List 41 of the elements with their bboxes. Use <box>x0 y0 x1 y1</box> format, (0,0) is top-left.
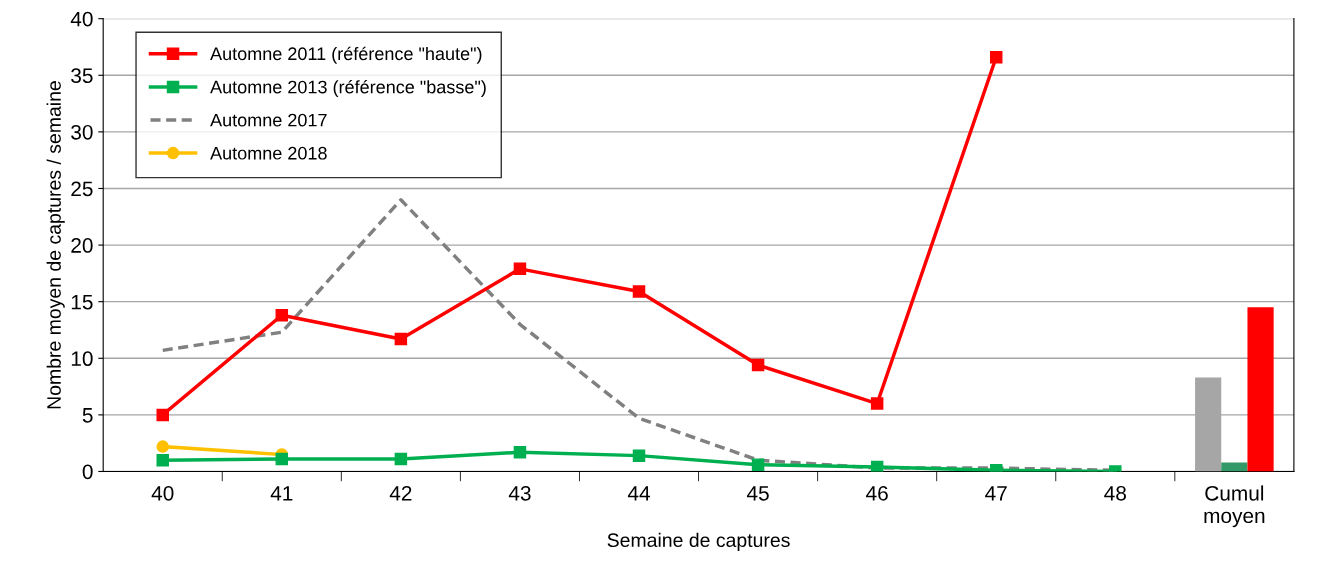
point <box>156 453 169 467</box>
y-tick-label: 15 <box>71 294 93 310</box>
point <box>632 449 646 462</box>
y-axis-title: Nombre moyen de captures / semaine <box>46 81 65 409</box>
point <box>394 332 408 346</box>
point <box>156 408 169 422</box>
y-tick-label: 25 <box>71 181 93 197</box>
point <box>870 460 884 472</box>
legend-label: Automne 2017 <box>210 113 327 127</box>
point <box>275 309 289 322</box>
x-tick-label: 48 <box>1104 485 1126 501</box>
y-tick-label: 30 <box>71 124 93 140</box>
y-tick-label: 10 <box>71 351 93 367</box>
point <box>632 285 646 298</box>
x-tick-label: 44 <box>627 486 650 501</box>
point <box>751 358 765 372</box>
y-tick-label: 5 <box>82 408 93 423</box>
y-tick-label: 40 <box>70 11 93 27</box>
y-tick-label: 20 <box>71 238 93 253</box>
x-tick-label: Cumul moyen <box>1204 485 1265 528</box>
legend-label: Automne 2013 (référence "basse") <box>210 79 486 97</box>
x-axis-title: Semaine de captures <box>607 532 790 551</box>
point <box>275 452 289 466</box>
legend-label: Automne 2018 <box>210 146 327 160</box>
point <box>513 262 527 276</box>
x-tick-label: 40 <box>151 485 174 501</box>
y-tick-label: 35 <box>71 68 93 84</box>
x-tick-label: 45 <box>746 486 769 501</box>
x-tick-label: 42 <box>389 485 412 501</box>
point <box>394 452 408 466</box>
x-tick-label: 47 <box>985 486 1007 501</box>
x-tick-label: 46 <box>866 485 888 501</box>
y-tick-label: 0 <box>82 464 93 480</box>
legend-label: Automne 2011 (référence "haute") <box>210 46 482 64</box>
x-tick-label: 41 <box>270 486 293 501</box>
point <box>513 445 527 459</box>
point <box>156 440 169 453</box>
point <box>870 397 884 410</box>
x-tick-label: 43 <box>508 485 531 501</box>
point <box>989 50 1003 64</box>
point <box>751 458 765 471</box>
